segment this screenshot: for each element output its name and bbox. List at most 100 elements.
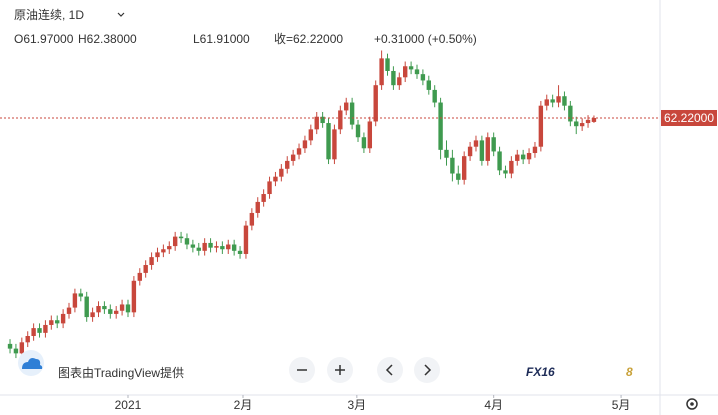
candle-body — [7, 343, 13, 349]
candle-body — [214, 246, 219, 248]
candle-body — [568, 105, 573, 122]
candle-body — [261, 194, 266, 202]
candle-body — [37, 328, 42, 333]
candle-body — [196, 247, 201, 251]
candle-body — [526, 153, 532, 160]
candle-body — [408, 66, 414, 70]
candle-body — [96, 306, 101, 313]
candle-body — [320, 116, 325, 124]
ohlc-high: H62.38000 — [78, 32, 137, 46]
candle-body — [556, 96, 561, 103]
settings-icon[interactable] — [686, 398, 698, 410]
candle-body — [479, 140, 485, 161]
candle-body — [113, 310, 119, 314]
candle-body — [155, 252, 160, 258]
candle-body — [373, 85, 378, 122]
logo-main: FX16 — [526, 365, 555, 379]
candle-body — [432, 89, 437, 103]
candle-body — [273, 176, 278, 182]
candle-body — [544, 99, 549, 106]
ohlc-open: O61.97000 — [14, 32, 74, 46]
scroll-right[interactable] — [414, 357, 440, 383]
candle-body — [456, 173, 461, 180]
candle-body — [503, 170, 508, 174]
candle-body — [131, 280, 137, 313]
candle-body — [385, 58, 390, 71]
candle-body — [426, 80, 431, 90]
candle-body — [585, 119, 591, 124]
ohlc-low: L61.91000 — [193, 32, 250, 46]
candle-body — [290, 154, 296, 161]
candle-body — [143, 265, 148, 273]
candle-body — [349, 102, 355, 125]
candle-body — [574, 121, 579, 127]
candle-body — [31, 328, 36, 337]
candle-body — [444, 149, 449, 158]
x-tick-label: 3月 — [347, 398, 366, 412]
candle-body — [538, 105, 544, 147]
candle-body — [314, 116, 319, 130]
candle-body — [379, 58, 384, 86]
candle-body — [367, 121, 373, 149]
candle-body — [178, 236, 184, 239]
candle-body — [279, 168, 284, 177]
candle-body — [72, 293, 78, 308]
candle-body — [55, 320, 60, 324]
credit: 图表由TradingView提供 — [58, 365, 184, 380]
candle-body — [137, 272, 142, 281]
candle-body — [19, 342, 25, 354]
candle-body — [509, 160, 514, 174]
candle-body — [84, 296, 89, 318]
candle-body — [579, 123, 585, 127]
candle-body — [255, 201, 260, 213]
candle-body — [149, 257, 154, 266]
candle-body — [485, 137, 490, 161]
candle-body — [167, 246, 172, 250]
candle-body — [515, 154, 520, 161]
candle-body — [355, 124, 361, 138]
candle-body — [344, 102, 349, 111]
candle-body — [461, 156, 467, 180]
candle-body — [243, 225, 249, 254]
last-price-tag — [661, 109, 717, 126]
candle-body — [391, 70, 396, 86]
x-tick-label: 4月 — [484, 398, 503, 412]
candle-body — [450, 157, 455, 174]
candle-body — [13, 348, 19, 354]
candle-body — [591, 117, 597, 122]
candle-body — [108, 309, 113, 314]
chevron — [117, 12, 125, 17]
candle-body — [550, 99, 555, 103]
candle-body — [520, 154, 526, 160]
candle-body — [473, 140, 479, 147]
candle-body — [532, 146, 538, 154]
candle-body — [184, 238, 190, 245]
last-price-label: 62.22000 — [664, 111, 714, 125]
candle-body — [190, 244, 196, 248]
candle-body — [249, 212, 255, 226]
chart-title: 原油连续, 1D — [14, 7, 84, 22]
toolbar — [289, 357, 440, 383]
tv-logo — [18, 350, 44, 376]
candle-body — [267, 181, 272, 195]
candle-body — [25, 336, 30, 343]
candle-body — [90, 312, 95, 318]
candle-body — [414, 69, 420, 75]
candle-body — [420, 74, 426, 81]
candle-body — [332, 129, 337, 160]
candle-body — [491, 137, 496, 152]
candle-body — [231, 244, 237, 251]
candle-body — [226, 244, 231, 250]
candle-body — [562, 96, 567, 106]
candle-body — [403, 66, 408, 78]
candle-body — [125, 304, 131, 313]
candle-body — [220, 246, 225, 250]
candle-body — [285, 160, 290, 169]
candle-body — [308, 129, 314, 141]
ohlc-change: +0.31000 (+0.50%) — [374, 32, 477, 46]
candle-body — [161, 249, 166, 253]
candle-body — [202, 242, 207, 251]
scroll-left[interactable] — [377, 357, 403, 383]
